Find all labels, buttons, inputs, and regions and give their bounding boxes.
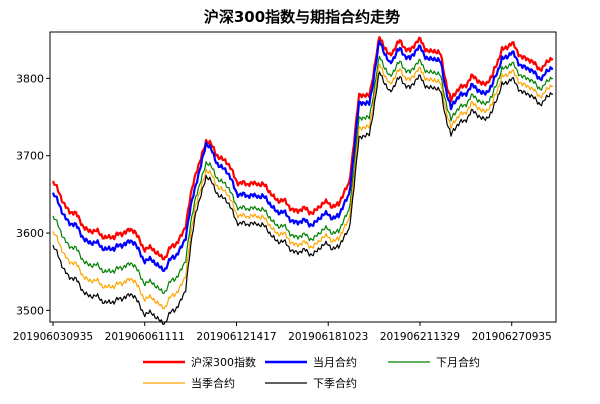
y-tick-label: 3600 bbox=[16, 227, 44, 240]
x-tick-label: 201906121417 bbox=[196, 331, 276, 343]
series-line-1 bbox=[51, 35, 554, 261]
y-tick-label: 3500 bbox=[16, 304, 44, 317]
x-tick-label: 201906061111 bbox=[105, 331, 185, 343]
legend-label: 下月合约 bbox=[436, 355, 480, 369]
series-line-5 bbox=[52, 71, 554, 325]
x-tick-label: 201906030935 bbox=[13, 331, 93, 343]
x-axis: 201906030935 201906061111 201906121417 2019… bbox=[13, 322, 552, 343]
x-tick-label: 201906270935 bbox=[472, 331, 552, 343]
y-axis: 3500 3600 3700 3800 bbox=[16, 72, 50, 317]
series-line-2 bbox=[51, 39, 554, 272]
legend-label: 当季合约 bbox=[191, 376, 235, 390]
series-line-4 bbox=[52, 63, 554, 310]
legend-label: 当月合约 bbox=[313, 355, 357, 369]
plot-frame bbox=[49, 31, 557, 323]
legend-label: 沪深300指数 bbox=[191, 355, 256, 369]
x-tick-label: 201906181023 bbox=[288, 331, 368, 343]
legend-label: 下季合约 bbox=[313, 376, 357, 390]
y-tick-label: 3700 bbox=[16, 150, 44, 163]
x-tick-label: 201906211329 bbox=[380, 331, 460, 343]
y-tick-label: 3800 bbox=[16, 72, 44, 85]
chart-title: 沪深300指数与期指合约走势 bbox=[204, 8, 400, 26]
series-layer bbox=[51, 35, 554, 325]
series-line-3 bbox=[52, 55, 554, 294]
